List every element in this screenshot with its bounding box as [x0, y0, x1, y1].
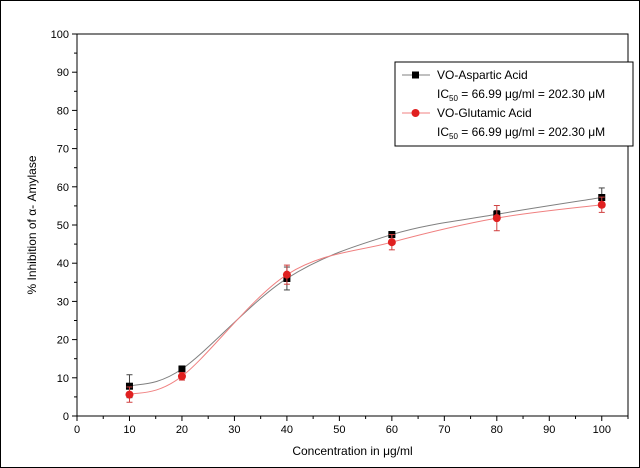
- data-point: [387, 238, 396, 247]
- series-glutamic: [125, 196, 606, 403]
- legend-ic50-aspartic: IC50 = 66.99 μg/ml = 202.30 μM: [437, 87, 605, 103]
- y-tick-label: 90: [57, 67, 69, 79]
- legend-label-glutamic: VO-Glutamic Acid: [437, 106, 532, 120]
- x-tick-label: 60: [386, 424, 398, 436]
- y-axis: 0 10 20 30 40 50 60 70 80 90 100: [51, 29, 77, 423]
- y-tick-label: 20: [57, 335, 69, 347]
- data-point: [125, 390, 134, 399]
- legend-box: [394, 61, 634, 147]
- y-tick-label: 80: [57, 105, 69, 117]
- y-tick-label: 70: [57, 144, 69, 156]
- y-axis-title: % Inhibition of α- Amylase: [25, 155, 39, 294]
- y-tick-label: 100: [51, 29, 69, 41]
- x-axis: 0 10 20 30 40 50 60 70 80 90 100: [74, 416, 629, 436]
- data-point: [178, 365, 186, 373]
- x-tick-label: 20: [176, 424, 188, 436]
- data-point: [492, 214, 501, 223]
- x-tick-label: 10: [123, 424, 135, 436]
- legend-label-aspartic: VO-Aspartic Acid: [437, 68, 528, 82]
- ic50-prefix: IC: [437, 125, 449, 139]
- legend-marker-glutamic: [411, 109, 420, 117]
- ic50-value: = 66.99 μg/ml = 202.30 μM: [458, 125, 605, 139]
- series-layer: [125, 187, 606, 403]
- x-tick-label: 50: [333, 424, 345, 436]
- data-point: [597, 200, 606, 209]
- ic50-value: = 66.99 μg/ml = 202.30 μM: [458, 87, 605, 101]
- legend-marker-aspartic: [412, 71, 419, 79]
- x-tick-label: 0: [74, 424, 80, 436]
- x-tick-label: 40: [281, 424, 293, 436]
- x-tick-label: 100: [593, 424, 611, 436]
- y-tick-label: 10: [57, 373, 69, 385]
- ic50-prefix: IC: [437, 87, 449, 101]
- x-axis-title: Concentration in μg/ml: [292, 444, 412, 458]
- data-point: [125, 382, 133, 390]
- y-tick-label: 60: [57, 182, 69, 194]
- data-point: [282, 270, 291, 279]
- legend-ic50-glutamic: IC50 = 66.99 μg/ml = 202.30 μM: [437, 125, 605, 141]
- ic50-subscript: 50: [449, 94, 458, 103]
- data-point: [177, 372, 186, 381]
- x-tick-label: 30: [228, 424, 240, 436]
- x-tick-label: 90: [543, 424, 555, 436]
- y-tick-label: 50: [57, 220, 69, 232]
- x-tick-label: 80: [491, 424, 503, 436]
- y-tick-label: 40: [57, 258, 69, 270]
- y-tick-label: 30: [57, 296, 69, 308]
- x-tick-label: 70: [438, 424, 450, 436]
- y-tick-label: 0: [63, 411, 69, 423]
- legend: VO-Aspartic Acid IC50 = 66.99 μg/ml = 20…: [394, 61, 634, 147]
- ic50-subscript: 50: [449, 132, 458, 141]
